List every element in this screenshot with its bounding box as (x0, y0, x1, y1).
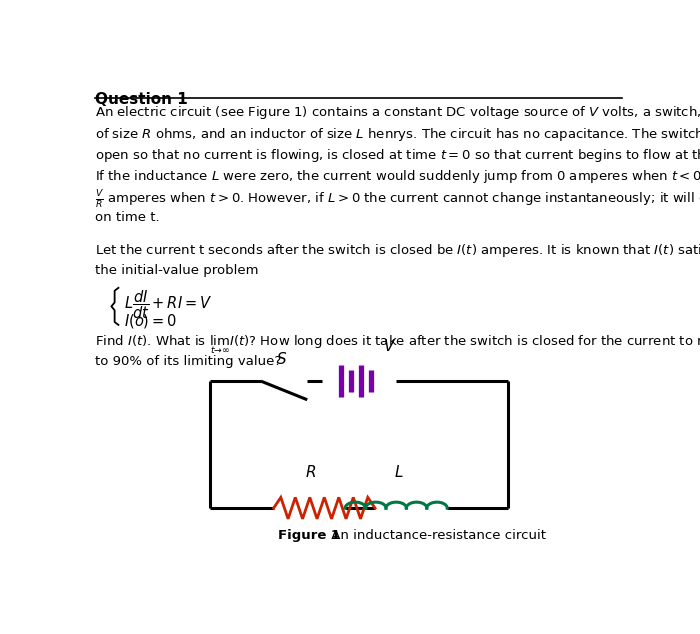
Text: An inductance-resistance circuit: An inductance-resistance circuit (328, 529, 546, 541)
Text: An electric circuit (see Figure 1) contains a constant DC voltage source of $V$ : An electric circuit (see Figure 1) conta… (95, 105, 700, 121)
Text: $\frac{V}{R}$ amperes when $t > 0$. However, if $L > 0$ the current cannot chang: $\frac{V}{R}$ amperes when $t > 0$. Howe… (95, 190, 700, 212)
Text: $L\dfrac{dI}{dt} + RI = V$: $L\dfrac{dI}{dt} + RI = V$ (125, 289, 213, 321)
Text: Find $I(t)$. What is $\lim_{t \to \infty} I(t)$? How long does it take after the: Find $I(t)$. What is $\lim_{t \to \infty… (95, 333, 700, 356)
Text: Question 1: Question 1 (95, 92, 188, 107)
Text: open so that no current is flowing, is closed at time $t = 0$ so that current be: open so that no current is flowing, is c… (95, 147, 700, 164)
Text: on time t.: on time t. (95, 210, 160, 224)
Text: Figure 1: Figure 1 (279, 529, 341, 541)
Text: L: L (395, 465, 403, 480)
Text: of size $R$ ohms, and an inductor of size $L$ henrys. The circuit has no capacit: of size $R$ ohms, and an inductor of siz… (95, 126, 700, 143)
Text: Let the current t seconds after the switch is closed be $I(t)$ amperes. It is kn: Let the current t seconds after the swit… (95, 242, 700, 259)
Text: V: V (384, 339, 394, 354)
Text: If the inductance $L$ were zero, the current would suddenly jump from 0 amperes : If the inductance $L$ were zero, the cur… (95, 168, 700, 185)
Text: R: R (305, 465, 316, 480)
Text: to 90% of its limiting value?: to 90% of its limiting value? (95, 355, 281, 368)
Text: the initial-value problem: the initial-value problem (95, 264, 258, 276)
Text: $I(o) = 0$: $I(o) = 0$ (125, 312, 177, 330)
Text: S: S (276, 351, 286, 366)
